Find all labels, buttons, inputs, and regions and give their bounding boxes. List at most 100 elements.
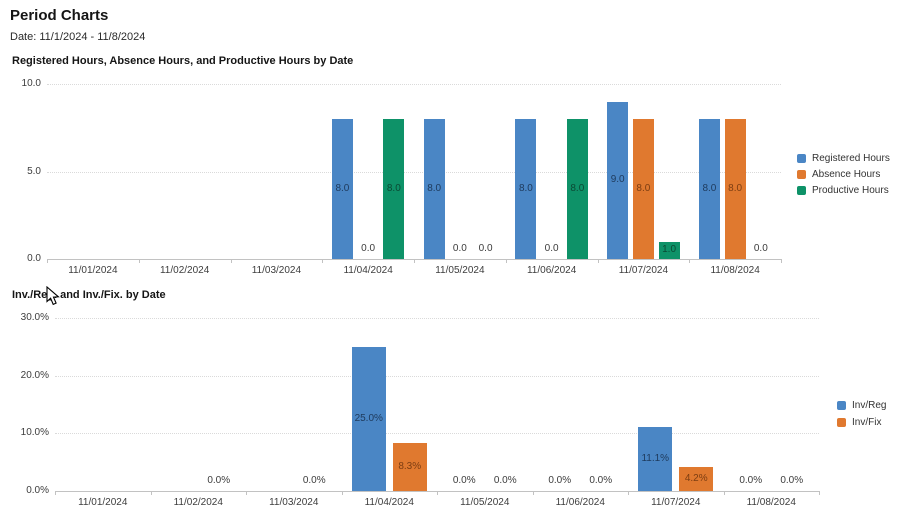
bar-registered-hours[interactable] [607, 101, 629, 259]
x-axis-tick-label: 11/05/2024 [460, 497, 510, 508]
page-title: Period Charts [10, 7, 109, 24]
gridline [47, 171, 781, 173]
bar-inv-fix[interactable] [679, 466, 714, 491]
zero-value-label: 0.0 [753, 243, 768, 254]
x-axis-tick [231, 259, 232, 263]
bar-value-label: 1.0 [662, 244, 677, 256]
legend-label: Absence Hours [812, 168, 881, 180]
bar-value-label: 8.0 [728, 183, 743, 194]
legend-label: Productive Hours [812, 184, 889, 196]
legend-label: Inv/Reg [852, 400, 887, 411]
bar-inv-reg[interactable] [351, 346, 386, 491]
legend: Registered Hours Absence Hours Productive … [797, 150, 890, 198]
legend-item[interactable]: Inv/Reg [837, 397, 886, 414]
bar-value-label: 8.0 [636, 183, 651, 194]
legend-swatch-icon [837, 401, 846, 410]
chart-title: Registered Hours, Absence Hours, and Pro… [12, 55, 354, 67]
bar-value-label: 8.0 [427, 183, 442, 194]
x-axis-tick [533, 491, 534, 495]
legend-item[interactable]: Registered Hours [797, 150, 890, 166]
gridline [55, 375, 819, 377]
bar-value-label: 4.2% [684, 472, 708, 484]
legend-swatch-icon [797, 153, 806, 163]
gridline [55, 433, 819, 435]
x-axis-tick-label: 11/02/2024 [173, 497, 223, 508]
x-axis-tick-label: 11/05/2024 [435, 265, 485, 276]
zero-value-label: 0.0 [544, 243, 559, 254]
plot-area: 10.0 5.0 0.0 11/01/2024 11/02/2024 11/03/2024… [22, 78, 782, 276]
y-axis-tick-label: 10.0% [20, 427, 49, 439]
y-axis-tick-label: 30.0% [20, 312, 49, 323]
x-axis-tick [414, 259, 415, 263]
x-axis-tick-label: 11/04/2024 [364, 497, 414, 508]
bar-productive-hours[interactable] [566, 119, 588, 259]
hours-by-date-chart: Registered Hours, Absence Hours, and Pro… [0, 50, 919, 284]
legend-item[interactable]: Absence Hours [797, 166, 890, 182]
bar-inv-fix[interactable] [392, 443, 427, 491]
x-axis-tick [47, 259, 48, 263]
x-axis-tick [724, 491, 725, 495]
legend-swatch-icon [797, 185, 806, 195]
x-axis-tick [437, 491, 438, 495]
bar-inv-reg[interactable] [638, 426, 673, 491]
zero-value-label: 0.0% [207, 475, 231, 486]
plot-area: 30.0% 20.0% 10.0% 0.0% 11/01/2024 11/02/2024 1… [21, 312, 820, 508]
y-axis-tick-label: 10.0 [21, 78, 41, 89]
x-axis-tick [506, 259, 507, 263]
x-axis-tick [342, 491, 343, 495]
zero-value-label: 0.0% [548, 475, 572, 486]
bar-absence-hours[interactable] [724, 119, 746, 259]
x-axis-tick-label: 11/07/2024 [651, 497, 701, 508]
bar-registered-hours[interactable] [515, 119, 537, 259]
legend-label: Inv/Fix [852, 417, 882, 428]
bar-value-label: 8.0 [386, 183, 401, 194]
bar-value-label: 8.3% [398, 461, 422, 473]
y-axis-tick-label: 20.0% [20, 369, 49, 381]
x-axis-tick-label: 11/03/2024 [251, 265, 302, 276]
bar-value-label: 8.0 [335, 183, 350, 194]
bar-absence-hours[interactable] [632, 119, 654, 259]
x-axis-tick-label: 11/03/2024 [269, 497, 319, 508]
bar-registered-hours[interactable] [331, 119, 353, 259]
x-axis-tick-label: 11/02/2024 [159, 265, 210, 276]
gridline [47, 84, 781, 85]
bar-registered-hours[interactable] [423, 119, 445, 259]
legend-item[interactable]: Inv/Fix [837, 414, 886, 431]
y-axis-tick-label: 0.0% [26, 485, 49, 496]
bar-value-label: 8.0 [702, 183, 717, 194]
x-axis-tick-label: 11/08/2024 [710, 265, 760, 276]
mouse-cursor-icon [46, 286, 60, 306]
bar-value-label: 25.0% [354, 412, 383, 424]
bar-registered-hours[interactable] [698, 119, 720, 259]
legend-swatch-icon [797, 169, 806, 179]
zero-value-label: 0.0% [739, 475, 763, 486]
y-axis-tick-label: 0.0 [27, 253, 41, 264]
bar-value-label: 8.0 [518, 183, 533, 194]
x-axis-tick-label: 11/06/2024 [555, 497, 605, 508]
bar-productive-hours[interactable] [658, 241, 680, 259]
inv-ratio-chart: Inv./Reg. and Inv./Fix. by Date 30.0% 20.… [0, 284, 919, 518]
x-axis-tick-label: 11/06/2024 [526, 265, 577, 276]
legend: Inv/Reg Inv/Fix [837, 397, 886, 431]
x-axis-tick [55, 491, 56, 495]
x-axis-tick-label: 11/01/2024 [68, 265, 118, 276]
x-axis-tick [628, 491, 629, 495]
x-axis-tick [598, 259, 599, 263]
zero-value-label: 0.0% [302, 475, 326, 486]
x-axis-tick-label: 11/01/2024 [78, 497, 128, 508]
x-axis-tick [139, 259, 140, 263]
zero-value-label: 0.0 [452, 243, 467, 254]
legend-swatch-icon [837, 418, 846, 427]
x-axis-tick [246, 491, 247, 495]
gridline [55, 318, 819, 319]
x-axis-tick [819, 491, 820, 495]
bar-productive-hours[interactable] [383, 119, 405, 259]
y-axis-tick-label: 5.0 [27, 165, 41, 177]
x-axis-tick [689, 259, 690, 263]
zero-value-label: 0.0 [478, 243, 493, 254]
x-axis-tick [322, 259, 323, 263]
zero-value-label: 0.0% [452, 475, 476, 486]
zero-value-label: 0.0% [589, 475, 613, 486]
legend-item[interactable]: Productive Hours [797, 182, 890, 198]
